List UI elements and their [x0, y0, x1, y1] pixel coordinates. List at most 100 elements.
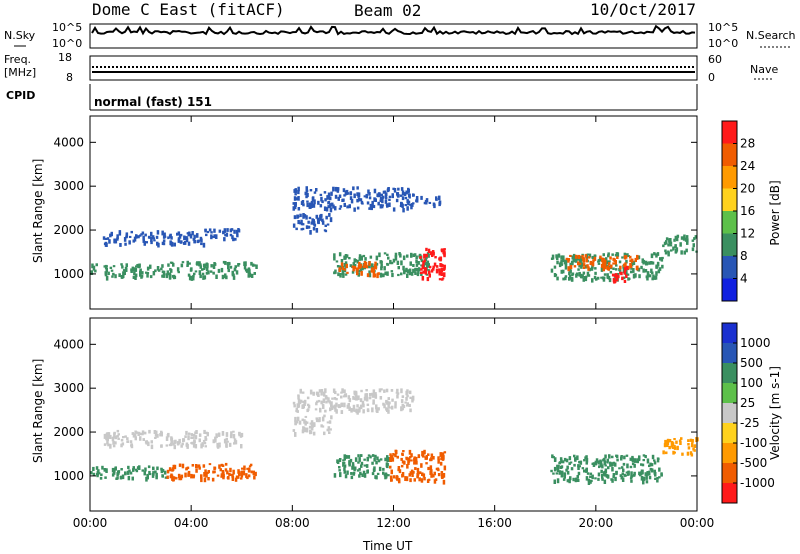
colorbar-tick-label: 4 [740, 272, 748, 286]
power-patch [206, 230, 210, 234]
power-patch [155, 235, 159, 239]
velocity-patch [687, 446, 691, 450]
velocity-patch [441, 473, 444, 479]
power-patch [646, 277, 649, 281]
velocity-patch [606, 458, 609, 462]
power-patch [188, 231, 191, 236]
power-patch [91, 263, 94, 269]
velocity-patch [226, 440, 229, 443]
velocity-patch [177, 473, 181, 479]
power-patch [248, 268, 251, 274]
velocity-patch [346, 470, 349, 475]
velocity-patch [668, 439, 672, 443]
power-patch [599, 255, 602, 259]
velocity-patch [402, 450, 405, 453]
power-patch [315, 188, 318, 192]
velocity-patch [633, 471, 636, 476]
power-patch [665, 237, 669, 241]
power-patch [125, 233, 128, 238]
power-patch [591, 278, 594, 283]
velocity-patch [375, 475, 378, 480]
colorbar-segment [722, 443, 737, 464]
velocity-patch [224, 462, 228, 466]
power-patch [412, 264, 415, 267]
power-patch [693, 237, 696, 241]
velocity-patch [181, 442, 184, 446]
velocity-patch [170, 440, 173, 444]
velocity-patch [640, 476, 644, 481]
velocity-patch [154, 432, 158, 437]
power-patch [326, 195, 329, 200]
power-patch [591, 255, 595, 260]
power-patch [205, 263, 208, 267]
power-patch [586, 271, 590, 277]
power-patch [244, 269, 248, 272]
velocity-patch [312, 391, 315, 396]
power-patch [356, 206, 360, 210]
power-patch [349, 264, 353, 268]
power-patch [121, 275, 124, 279]
velocity-patch [200, 477, 203, 483]
velocity-patch [204, 445, 207, 448]
velocity-patch [584, 456, 587, 460]
velocity-patch [357, 395, 360, 401]
power-patch [575, 258, 578, 263]
velocity-patch [343, 389, 346, 393]
power-patch [343, 268, 347, 271]
velocity-patch [416, 467, 420, 473]
velocity-patch [328, 431, 331, 434]
power-patch [393, 190, 397, 193]
power-patch [662, 244, 665, 248]
velocity-patch [556, 467, 560, 471]
velocity-patch [405, 396, 408, 401]
power-patch [368, 192, 371, 196]
velocity-patch [552, 456, 555, 459]
power-patch [366, 273, 370, 278]
power-patch [553, 273, 557, 278]
power-patch [421, 264, 424, 270]
velocity-patch [392, 475, 396, 479]
power-patch [176, 232, 179, 236]
velocity-patch [568, 478, 571, 484]
power-patch [581, 253, 584, 256]
velocity-patch [604, 454, 607, 459]
power-patch [578, 263, 581, 268]
power-patch [411, 203, 414, 207]
power-patch [650, 261, 653, 265]
power-patch [602, 253, 605, 257]
power-patch [432, 251, 435, 256]
velocity-patch [366, 470, 369, 474]
velocity-patch [333, 473, 337, 478]
power-patch [669, 241, 673, 245]
velocity-patch [321, 403, 325, 407]
power-patch [103, 242, 107, 246]
power-patch [669, 244, 673, 247]
velocity-patch [130, 444, 133, 447]
power-patch [146, 272, 150, 275]
power-patch [416, 272, 420, 277]
velocity-patch [233, 438, 237, 443]
power-patch [344, 254, 348, 259]
power-patch [433, 262, 437, 267]
time-axis: 00:00 04:00 08:00 12:00 16:00 20:00 00:00 [73, 116, 714, 530]
velocity-patch [104, 476, 107, 479]
power-patch [423, 253, 426, 259]
power-patch [343, 255, 346, 260]
velocity-patch [240, 470, 244, 475]
power-patch [237, 229, 241, 233]
velocity-patch [310, 420, 314, 424]
cpid-value: normal (fast) 151 [94, 95, 212, 109]
velocity-patch [597, 477, 600, 481]
velocity-patch [126, 440, 129, 443]
velocity-patch [145, 476, 148, 482]
velocity-patch [645, 480, 649, 484]
power-patch [609, 256, 612, 260]
velocity-patch [642, 454, 646, 457]
power-patch [212, 264, 216, 269]
velocity-patch [429, 465, 433, 471]
power-patch [585, 258, 588, 263]
power-patch [378, 192, 381, 198]
nsearch-tick-top: 10^5 [708, 21, 739, 34]
power-patch [309, 202, 312, 207]
velocity-patch [342, 459, 345, 462]
